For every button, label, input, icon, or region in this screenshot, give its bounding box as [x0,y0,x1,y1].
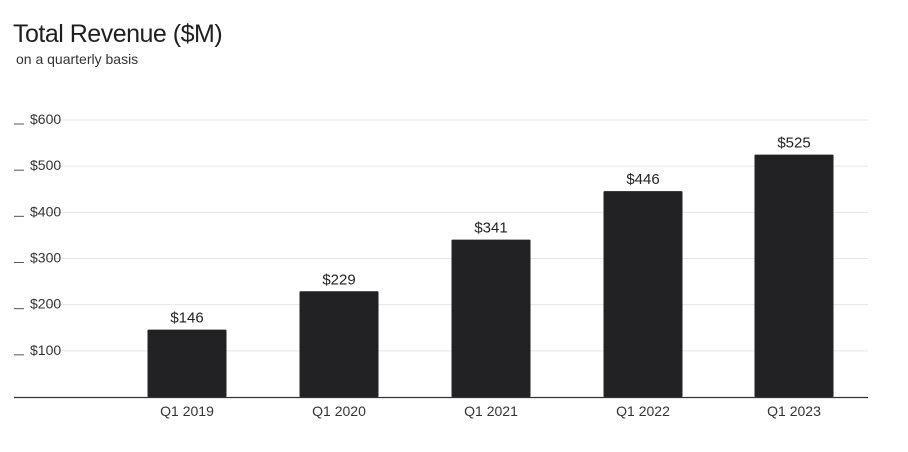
x-tick-label: Q1 2019 [160,403,214,419]
bar [603,191,683,397]
y-tick-label: $200 [30,296,61,312]
data-label: $446 [626,171,659,188]
chart-subtitle: on a quarterly basis [16,51,139,67]
x-tick-label: Q1 2022 [616,403,670,419]
data-label: $229 [322,271,355,288]
data-label: $341 [474,220,507,237]
bar [147,329,227,397]
x-tick-label: Q1 2020 [312,403,366,419]
data-label: $525 [777,135,810,152]
y-tick-label: $300 [30,250,61,266]
data-label: $146 [170,310,203,327]
y-tick-label: $400 [30,203,61,219]
bar [754,154,834,397]
x-tick-label: Q1 2023 [767,403,821,419]
y-tick-label: $500 [30,157,61,173]
y-tick-label: $100 [30,342,61,358]
bar [451,239,531,397]
y-tick-label: $600 [30,111,61,127]
bar [299,291,379,397]
chart-title: Total Revenue ($M) [13,20,223,48]
x-tick-label: Q1 2021 [464,403,518,419]
